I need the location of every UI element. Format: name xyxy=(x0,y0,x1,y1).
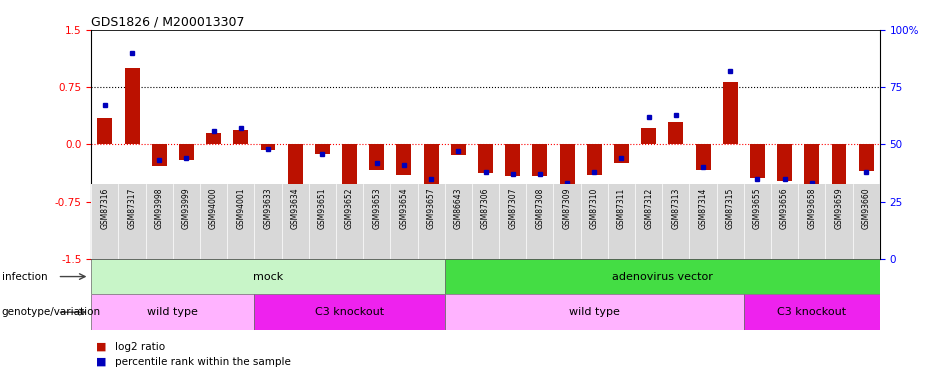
Bar xyxy=(125,68,140,144)
Text: GSM93652: GSM93652 xyxy=(345,188,354,229)
Text: GSM87317: GSM87317 xyxy=(128,188,137,229)
Bar xyxy=(804,144,819,186)
Bar xyxy=(587,144,601,175)
Bar xyxy=(206,133,221,144)
Text: GSM94000: GSM94000 xyxy=(209,188,218,229)
Bar xyxy=(506,144,520,176)
Text: mock: mock xyxy=(253,272,283,282)
Bar xyxy=(91,294,254,330)
Text: GSM87307: GSM87307 xyxy=(508,188,518,229)
Bar xyxy=(533,144,547,176)
Bar xyxy=(858,144,873,171)
Bar xyxy=(397,144,412,175)
Text: GSM93999: GSM93999 xyxy=(182,188,191,229)
Bar xyxy=(777,144,792,181)
Text: adenovirus vector: adenovirus vector xyxy=(612,272,713,282)
Text: GSM87306: GSM87306 xyxy=(481,188,490,229)
Text: GSM87310: GSM87310 xyxy=(589,188,599,229)
Text: GSM94001: GSM94001 xyxy=(236,188,245,229)
Text: GSM87314: GSM87314 xyxy=(698,188,708,229)
Bar xyxy=(370,144,385,170)
Text: GSM87316: GSM87316 xyxy=(101,188,109,229)
Text: percentile rank within the sample: percentile rank within the sample xyxy=(115,357,290,367)
Bar xyxy=(91,259,445,294)
Text: GSM93660: GSM93660 xyxy=(862,188,870,229)
Text: GSM93654: GSM93654 xyxy=(399,188,409,229)
Text: GSM93633: GSM93633 xyxy=(263,188,273,229)
Bar xyxy=(424,144,439,186)
Bar xyxy=(641,128,656,144)
Bar xyxy=(744,294,880,330)
Bar xyxy=(750,144,765,178)
Text: GSM87312: GSM87312 xyxy=(644,188,654,229)
Text: C3 knockout: C3 knockout xyxy=(315,307,385,317)
Bar xyxy=(261,144,276,150)
Text: GDS1826 / M200013307: GDS1826 / M200013307 xyxy=(91,16,245,29)
Text: GSM86643: GSM86643 xyxy=(453,188,463,229)
Text: GSM93651: GSM93651 xyxy=(317,188,327,229)
Text: wild type: wild type xyxy=(569,307,620,317)
Text: wild type: wild type xyxy=(147,307,198,317)
Bar xyxy=(560,144,574,189)
Bar xyxy=(668,122,683,144)
Bar xyxy=(234,130,249,144)
Bar xyxy=(445,259,880,294)
Bar xyxy=(722,82,737,144)
Text: GSM93658: GSM93658 xyxy=(807,188,816,229)
Text: ■: ■ xyxy=(96,342,106,352)
Bar xyxy=(831,144,846,216)
Bar xyxy=(288,144,303,237)
Text: GSM93659: GSM93659 xyxy=(834,188,843,229)
Text: GSM93634: GSM93634 xyxy=(290,188,300,229)
Text: GSM87315: GSM87315 xyxy=(726,188,735,229)
Bar xyxy=(614,144,629,164)
Text: C3 knockout: C3 knockout xyxy=(777,307,846,317)
Bar xyxy=(315,144,330,154)
Text: GSM93653: GSM93653 xyxy=(372,188,382,229)
Bar xyxy=(152,144,167,166)
Text: log2 ratio: log2 ratio xyxy=(115,342,165,352)
Text: GSM93655: GSM93655 xyxy=(753,188,762,229)
Text: GSM93998: GSM93998 xyxy=(155,188,164,229)
Text: ■: ■ xyxy=(96,357,106,367)
Bar xyxy=(342,144,357,210)
Text: GSM93657: GSM93657 xyxy=(426,188,436,229)
Bar xyxy=(254,294,445,330)
Text: GSM87311: GSM87311 xyxy=(617,188,626,229)
Text: GSM87308: GSM87308 xyxy=(535,188,545,229)
Text: GSM87309: GSM87309 xyxy=(562,188,572,229)
Text: infection: infection xyxy=(2,272,47,282)
Bar xyxy=(695,144,710,170)
Bar xyxy=(98,118,113,144)
Bar xyxy=(451,144,466,155)
Bar xyxy=(445,294,744,330)
Bar xyxy=(179,144,194,160)
Text: GSM93656: GSM93656 xyxy=(780,188,789,229)
Text: genotype/variation: genotype/variation xyxy=(2,307,101,317)
Bar xyxy=(478,144,493,172)
Text: GSM87313: GSM87313 xyxy=(671,188,681,229)
